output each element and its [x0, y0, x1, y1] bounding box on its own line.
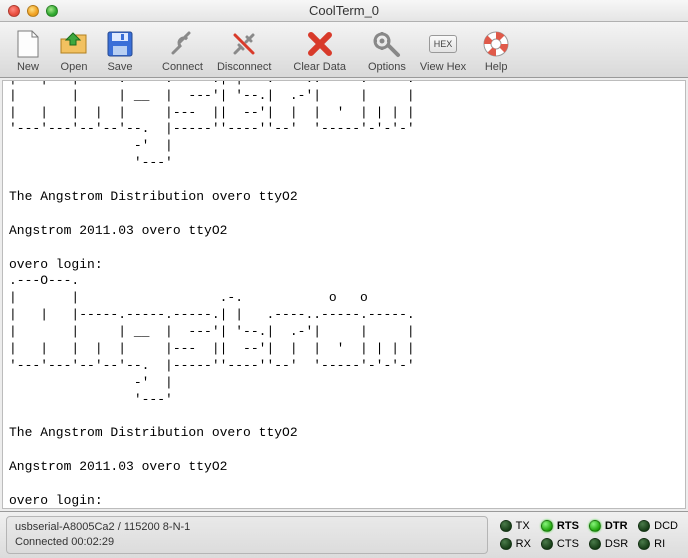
- led-ri: RI: [638, 538, 678, 550]
- led-label-dsr: DSR: [605, 538, 628, 550]
- view-hex-button[interactable]: HEX View Hex: [414, 26, 472, 75]
- minimize-window-button[interactable]: [27, 5, 39, 17]
- port-settings-text: usbserial-A8005Ca2 / 115200 8-N-1: [15, 520, 479, 535]
- disconnect-label: Disconnect: [217, 61, 271, 73]
- led-indicator-dcd: [638, 520, 650, 532]
- signal-leds: TX RTS DTR DCD RX CTS DSR RI: [496, 516, 682, 554]
- clear-x-icon: [304, 28, 336, 60]
- terminal-output[interactable]: .---O---. | | .-. o o | | |-----.-----.-…: [2, 80, 686, 509]
- clear-label: Clear Data: [293, 61, 346, 73]
- statusbar: usbserial-A8005Ca2 / 115200 8-N-1 Connec…: [0, 511, 688, 558]
- led-label-tx: TX: [516, 520, 530, 532]
- hex-badge-icon: HEX: [427, 28, 459, 60]
- led-dcd: DCD: [638, 520, 678, 532]
- open-button[interactable]: Open: [52, 26, 96, 75]
- connect-label: Connect: [162, 61, 203, 73]
- window-controls: [0, 5, 58, 17]
- led-indicator-rx: [500, 538, 512, 550]
- led-indicator-dsr: [589, 538, 601, 550]
- window-title: CoolTerm_0: [0, 3, 688, 18]
- gear-icon: [371, 28, 403, 60]
- options-label: Options: [368, 61, 406, 73]
- open-label: Open: [61, 61, 88, 73]
- led-label-cts: CTS: [557, 538, 579, 550]
- viewhex-label: View Hex: [420, 61, 466, 73]
- connect-plug-icon: [166, 28, 198, 60]
- led-label-rx: RX: [516, 538, 531, 550]
- led-indicator-rts: [541, 520, 553, 532]
- help-button[interactable]: Help: [474, 26, 518, 75]
- new-file-icon: [12, 28, 44, 60]
- led-label-dtr: DTR: [605, 520, 628, 532]
- led-tx: TX: [500, 520, 531, 532]
- new-button[interactable]: New: [6, 26, 50, 75]
- led-indicator-tx: [500, 520, 512, 532]
- help-lifebuoy-icon: [480, 28, 512, 60]
- disconnect-plug-icon: [228, 28, 260, 60]
- connection-info-box: usbserial-A8005Ca2 / 115200 8-N-1 Connec…: [6, 516, 488, 554]
- led-cts: CTS: [541, 538, 579, 550]
- led-label-dcd: DCD: [654, 520, 678, 532]
- led-indicator-ri: [638, 538, 650, 550]
- led-dtr[interactable]: DTR: [589, 520, 628, 532]
- led-indicator-cts: [541, 538, 553, 550]
- clear-data-button[interactable]: Clear Data: [287, 26, 352, 75]
- open-folder-icon: [58, 28, 90, 60]
- disconnect-button[interactable]: Disconnect: [211, 26, 277, 75]
- options-button[interactable]: Options: [362, 26, 412, 75]
- led-indicator-dtr: [589, 520, 601, 532]
- zoom-window-button[interactable]: [46, 5, 58, 17]
- led-label-rts: RTS: [557, 520, 579, 532]
- toolbar: New Open Save Connect Disconnect Clear D…: [0, 22, 688, 78]
- new-label: New: [17, 61, 39, 73]
- titlebar: CoolTerm_0: [0, 0, 688, 22]
- led-label-ri: RI: [654, 538, 665, 550]
- connection-time-text: Connected 00:02:29: [15, 535, 479, 550]
- led-rx: RX: [500, 538, 531, 550]
- close-window-button[interactable]: [8, 5, 20, 17]
- save-button[interactable]: Save: [98, 26, 142, 75]
- led-dsr: DSR: [589, 538, 628, 550]
- help-label: Help: [485, 61, 508, 73]
- save-disk-icon: [104, 28, 136, 60]
- led-rts[interactable]: RTS: [541, 520, 579, 532]
- save-label: Save: [107, 61, 132, 73]
- connect-button[interactable]: Connect: [156, 26, 209, 75]
